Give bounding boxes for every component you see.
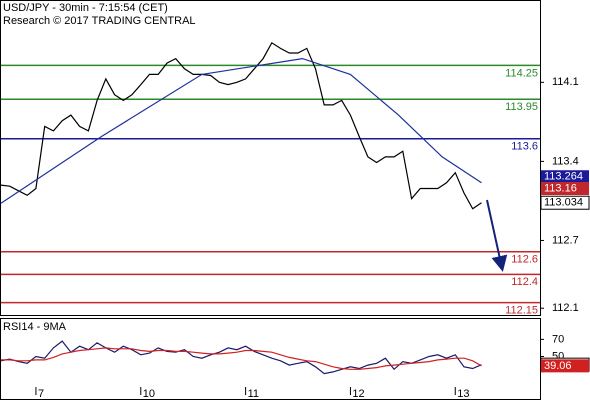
x-tick-label: 11 (248, 388, 259, 400)
y-tick-label: 112.1 (552, 302, 579, 314)
level-label: 114.25 (505, 67, 538, 79)
price-tag (541, 359, 589, 373)
level-label: 112.6 (511, 254, 538, 266)
rsi-title: RSI14 - 9MA (3, 321, 67, 333)
series-line (1, 347, 482, 370)
price-tag (541, 170, 589, 184)
level-label: 112.4 (511, 276, 538, 288)
price-tag-label: 39.06 (544, 360, 572, 372)
y-tick-label: 114.1 (552, 76, 579, 88)
level-label: 113.95 (505, 101, 538, 113)
series-line (0, 340, 482, 375)
chart-title: USD/JPY - 30min - 7:15:54 (CET) (3, 2, 168, 14)
price-tag-label: 113.16 (544, 182, 577, 194)
y-tick-label: 70 (552, 333, 564, 345)
forecast-arrow (486, 199, 508, 272)
level-label: 113.6 (511, 141, 538, 153)
price-panel (0, 0, 541, 316)
price-tag-label: 113.034 (544, 197, 583, 209)
series-line (0, 41, 482, 210)
x-tick-label: 13 (457, 388, 469, 400)
price-tag-label: 113.264 (544, 171, 583, 183)
price-tag (541, 181, 589, 195)
y-tick-label: 113.4 (552, 155, 579, 167)
level-label: 112.15 (505, 304, 538, 316)
chart-subtitle: Research © 2017 TRADING CENTRAL (3, 15, 196, 27)
x-tick-label: 12 (352, 388, 364, 400)
x-tick-label: 7 (38, 388, 44, 400)
series-line (0, 57, 482, 204)
price-tag (540, 195, 590, 210)
y-tick-label: 112.7 (552, 234, 579, 246)
x-tick-label: 10 (143, 388, 155, 400)
